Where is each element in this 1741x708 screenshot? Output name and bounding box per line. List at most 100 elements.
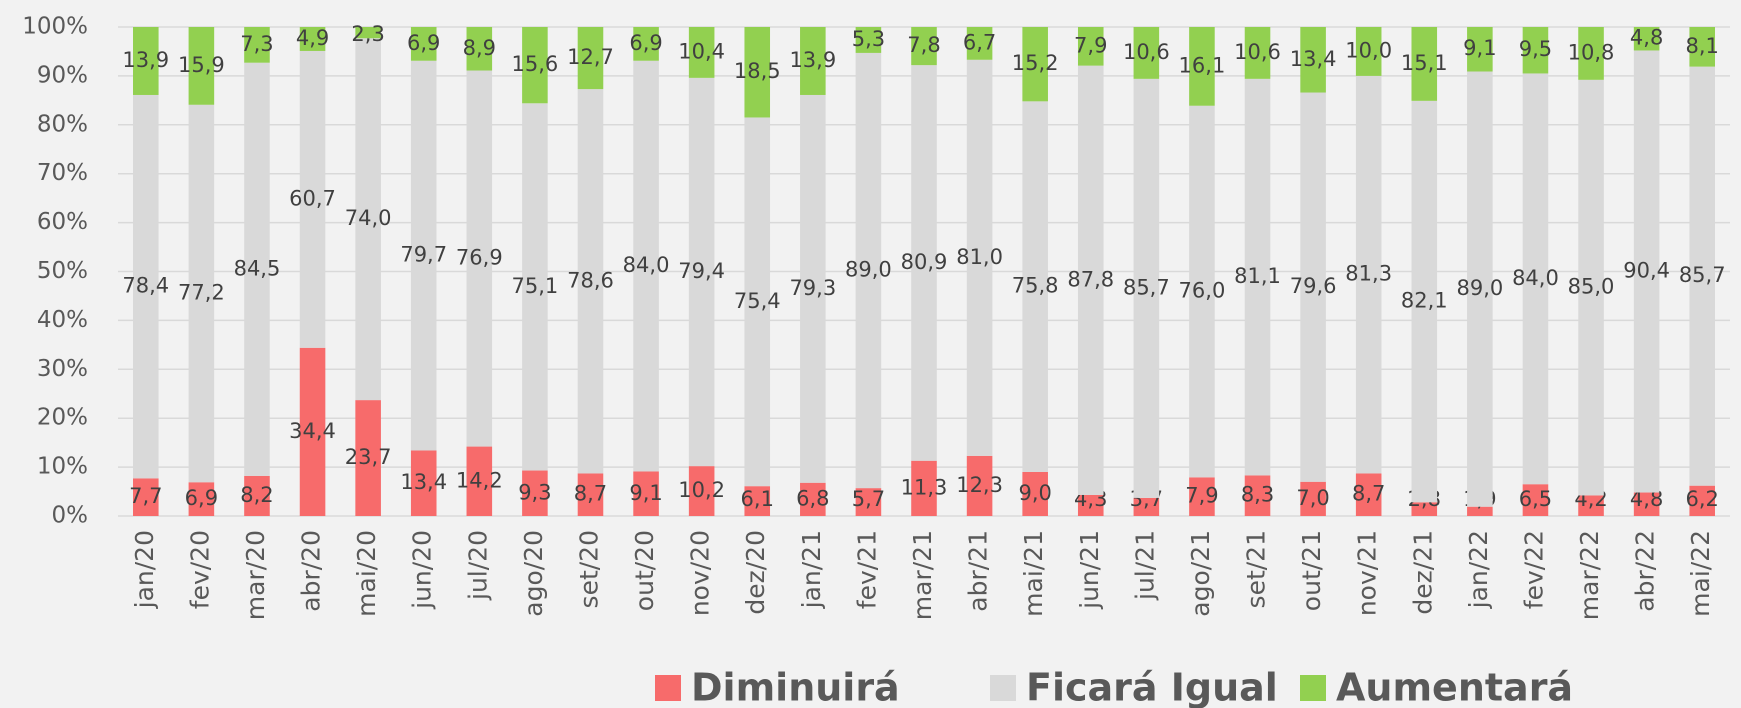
bar-segment — [1522, 73, 1549, 485]
x-tick-label: fev/22 — [1519, 530, 1548, 609]
bar-segment — [1355, 75, 1382, 474]
bar-segment — [244, 62, 270, 476]
data-label: 76,0 — [1179, 279, 1226, 303]
data-label: 15,2 — [1012, 51, 1059, 75]
data-label: 10,0 — [1345, 38, 1392, 62]
data-label: 5,7 — [852, 487, 885, 511]
bar-segment — [299, 27, 326, 51]
data-label: 8,2 — [240, 483, 273, 507]
bar-segment — [1467, 71, 1493, 507]
bar-segment — [1022, 471, 1048, 516]
bar-segment — [1633, 50, 1660, 493]
bar-segment — [633, 27, 659, 61]
bar-segment — [1022, 27, 1048, 102]
bar-segment — [1355, 473, 1382, 516]
y-tick-label: 40% — [37, 307, 88, 333]
bar-segment — [1689, 66, 1715, 486]
x-tick-label: ago/20 — [519, 530, 548, 617]
data-label: 79,3 — [789, 276, 836, 300]
bar-segment — [1189, 105, 1215, 478]
bar-segment — [855, 27, 882, 53]
bar-segment — [966, 455, 993, 516]
data-label: 15,6 — [512, 52, 559, 76]
bar-segment — [911, 460, 937, 516]
data-label: 84,0 — [623, 253, 670, 277]
bar-segment — [188, 27, 215, 105]
x-tick-label: mai/22 — [1686, 530, 1715, 617]
bar-segment — [800, 94, 826, 483]
x-tick-label: jan/21 — [797, 530, 826, 609]
x-tick-label: abr/21 — [964, 530, 993, 612]
data-label: 9,1 — [1463, 36, 1496, 60]
bar-segment — [633, 471, 659, 516]
bar-segment — [244, 27, 270, 63]
data-label: 81,3 — [1345, 262, 1392, 286]
bar-segment — [800, 27, 826, 95]
data-label: 23,7 — [345, 445, 392, 469]
bar-segment — [299, 347, 326, 516]
data-label: 8,9 — [463, 36, 496, 60]
bar-segment — [1133, 27, 1160, 79]
data-label: 6,9 — [185, 486, 218, 510]
bar-segment — [966, 59, 993, 456]
data-label: 60,7 — [289, 186, 336, 210]
y-tick-label: 0% — [52, 503, 89, 529]
bar-segment — [244, 475, 270, 516]
x-tick-label: abr/20 — [297, 530, 326, 612]
bar-segment — [1689, 27, 1715, 67]
bar-segment — [1077, 494, 1104, 516]
x-tick-label: mai/20 — [352, 530, 381, 617]
y-tick-label: 10% — [37, 454, 88, 480]
data-label: 84,5 — [234, 256, 281, 280]
data-label: 87,8 — [1067, 267, 1114, 291]
bar-segment — [133, 478, 159, 516]
data-label: 18,5 — [734, 59, 781, 83]
x-tick-label: mai/21 — [1019, 530, 1048, 617]
bar-segment — [1578, 495, 1604, 516]
data-label: 11,3 — [901, 475, 948, 499]
bar-segment — [466, 70, 493, 447]
data-label: 8,1 — [1686, 34, 1719, 58]
data-label: 9,1 — [629, 481, 662, 505]
x-tick-label: jan/22 — [1464, 530, 1493, 609]
bar-segment — [522, 27, 548, 104]
data-label: 89,0 — [845, 258, 892, 282]
data-label: 9,5 — [1519, 37, 1552, 61]
bar-segment — [1467, 27, 1493, 72]
data-label: 6,9 — [407, 31, 440, 55]
bar-segment — [1411, 502, 1438, 516]
data-label: 79,6 — [1290, 274, 1337, 298]
bar-segment — [744, 27, 771, 118]
bar-segment — [855, 488, 882, 516]
bar-segment — [133, 94, 159, 479]
x-tick-label: dez/21 — [1408, 530, 1437, 615]
x-tick-label: set/20 — [574, 530, 603, 608]
data-label: 85,0 — [1568, 275, 1615, 299]
bar-segment — [633, 60, 659, 472]
bar-segment — [1411, 27, 1438, 101]
x-tick-label: ago/21 — [1186, 530, 1215, 617]
data-label: 10,8 — [1568, 40, 1615, 64]
data-label: 12,3 — [956, 473, 1003, 497]
x-tick-label: jun/21 — [1075, 530, 1104, 610]
x-tick-label: abr/22 — [1631, 530, 1660, 612]
data-label: 90,4 — [1623, 259, 1670, 283]
y-tick-label: 20% — [37, 405, 88, 431]
bar-segment — [466, 27, 493, 71]
data-label: 15,1 — [1401, 51, 1448, 75]
y-tick-label: 30% — [37, 356, 88, 382]
bar-segment — [355, 38, 381, 401]
data-label: 10,2 — [678, 478, 725, 502]
bar-segment — [1578, 27, 1604, 80]
y-tick-label: 100% — [22, 14, 88, 40]
bar-segment — [911, 65, 937, 461]
data-label: 4,8 — [1630, 26, 1663, 50]
bar-segment — [1022, 101, 1048, 472]
data-label: 13,4 — [1290, 47, 1337, 71]
data-label: 80,9 — [901, 250, 948, 274]
bar-segment — [410, 27, 437, 61]
data-label: 7,8 — [907, 33, 940, 57]
data-label: 81,1 — [1234, 264, 1281, 288]
data-label: 85,7 — [1123, 275, 1170, 299]
x-tick-label: out/20 — [630, 530, 659, 611]
